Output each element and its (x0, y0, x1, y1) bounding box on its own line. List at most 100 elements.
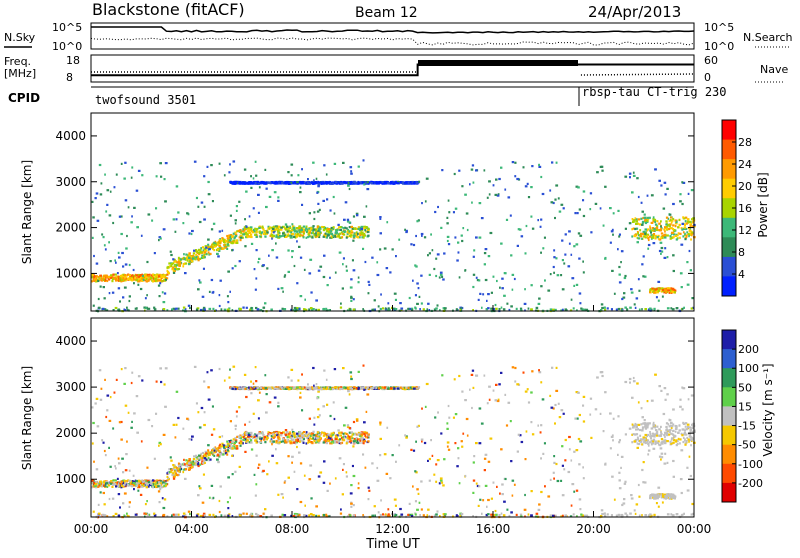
velocity-cell (345, 387, 347, 389)
velocity-cell (248, 387, 250, 389)
power-cell (280, 227, 283, 229)
power-cell (263, 307, 265, 309)
power-cell (565, 233, 567, 235)
power-cell (229, 291, 231, 293)
power-cell (366, 205, 368, 207)
velocity-cell (236, 445, 238, 447)
power-cell (231, 249, 233, 251)
velocity-cell (651, 435, 654, 437)
power-cell (244, 218, 246, 220)
power-cell (343, 257, 345, 259)
velocity-cell (250, 387, 252, 389)
power-cell (542, 247, 544, 249)
velocity-cell (676, 444, 678, 446)
power-cell (242, 183, 245, 185)
velocity-cell (121, 485, 124, 487)
power-cell (323, 276, 326, 278)
velocity-cell (128, 480, 131, 482)
power-cell (337, 224, 339, 226)
velocity-cell (250, 434, 252, 436)
power-cell (291, 223, 293, 225)
velocity-cell (242, 388, 245, 390)
power-cell (406, 181, 408, 183)
power-cell (573, 285, 575, 287)
power-cell (538, 298, 541, 300)
power-cell (306, 226, 308, 228)
power-cell (323, 229, 326, 231)
velocity-cell (322, 405, 325, 407)
velocity-cell (192, 463, 195, 465)
velocity-cell (364, 435, 366, 437)
power-cell (540, 252, 542, 254)
noise-sky-label: N.Sky (4, 31, 36, 44)
power-cell (382, 307, 384, 309)
power-cell (274, 191, 277, 193)
power-cell (345, 181, 347, 183)
power-cell (287, 171, 289, 173)
power-cell (353, 298, 355, 300)
velocity-cell (299, 441, 301, 443)
velocity-cell (168, 468, 170, 470)
power-cell (250, 228, 252, 230)
velocity-cell (266, 437, 268, 439)
power-cell (176, 185, 179, 187)
power-cell (589, 208, 591, 210)
velocity-cell (660, 434, 663, 436)
power-cell (262, 228, 264, 230)
velocity-cell (303, 442, 305, 444)
velocity-cell (306, 442, 308, 444)
power-cell (220, 240, 223, 242)
power-cell (638, 278, 640, 280)
velocity-cell (390, 387, 393, 389)
velocity-cell (634, 440, 637, 442)
velocity-cell (679, 429, 681, 431)
power-cell (344, 231, 346, 233)
velocity-cell (642, 416, 645, 418)
power-cell (300, 257, 302, 259)
power-cell (582, 199, 584, 201)
power-cell (353, 181, 356, 183)
power-cell (224, 309, 227, 311)
power-cell (216, 253, 219, 255)
velocity-cell (316, 434, 318, 436)
power-cell (571, 299, 573, 301)
power-cell (175, 308, 178, 310)
power-cell (163, 228, 166, 230)
power-cell (173, 272, 175, 274)
velocity-cell (254, 440, 256, 442)
power-cell (238, 201, 240, 203)
power-cell (440, 227, 442, 229)
velocity-cell (638, 443, 641, 445)
power-cell (516, 308, 518, 310)
power-cell (246, 226, 248, 228)
power-cell (660, 253, 662, 255)
power-cell (287, 249, 289, 251)
power-cell (148, 275, 150, 277)
power-cell (351, 226, 354, 228)
power-cell (485, 248, 488, 250)
power-cell (330, 183, 332, 185)
power-cell (374, 299, 376, 301)
velocity-cell (99, 481, 102, 483)
power-cell (675, 225, 677, 227)
velocity-cell (258, 432, 261, 434)
power-cell (198, 279, 200, 281)
power-cell (580, 308, 582, 310)
power-cell (299, 181, 301, 183)
power-cell (227, 295, 229, 297)
velocity-cell (188, 469, 190, 471)
power-cell (538, 164, 540, 166)
power-cell (338, 226, 340, 228)
velocity-cell (158, 481, 160, 483)
power-cell (334, 163, 336, 165)
velocity-cell (282, 440, 284, 442)
power-cell (687, 218, 690, 220)
power-cell (540, 226, 542, 228)
velocity-cell (106, 482, 109, 484)
power-cell (121, 163, 123, 165)
power-cell (640, 218, 642, 220)
power-cell (170, 254, 172, 256)
power-cell (350, 182, 353, 184)
power-cell (136, 277, 138, 279)
power-cell (499, 287, 501, 289)
